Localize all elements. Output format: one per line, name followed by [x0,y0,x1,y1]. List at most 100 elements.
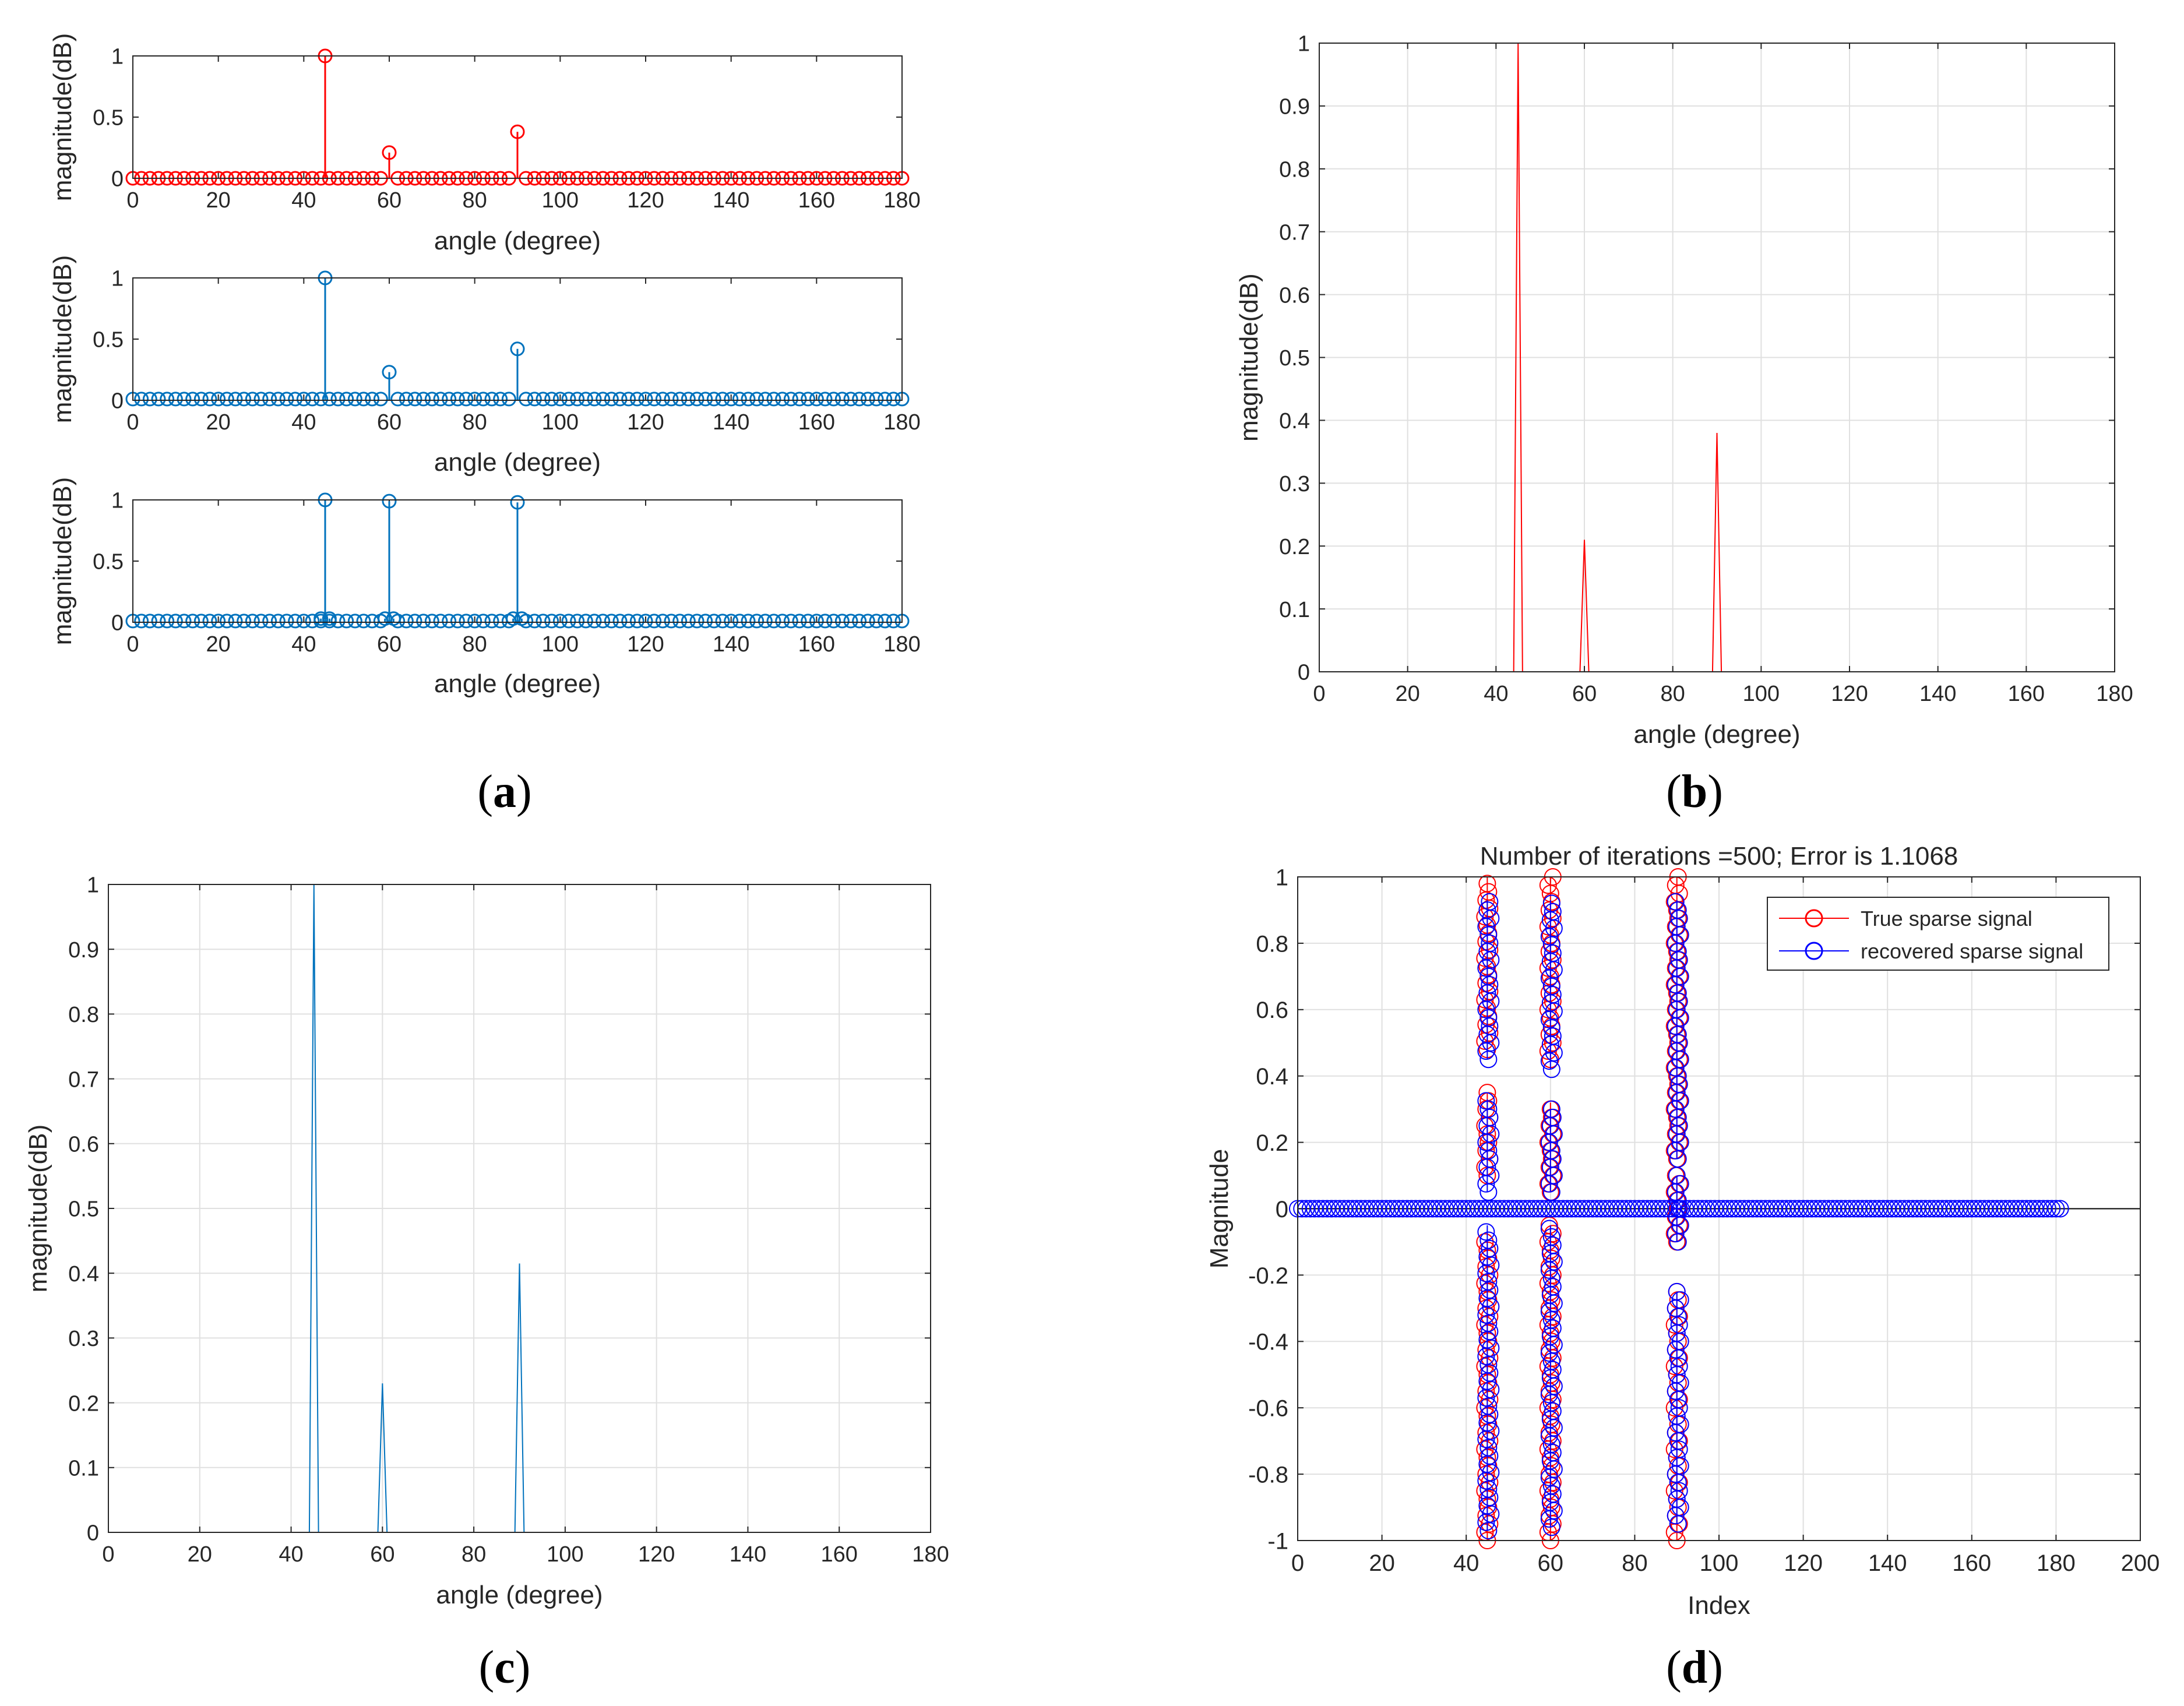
chart-a3-stem-marker [775,614,790,629]
chart-a2-stem-peak-marker [382,365,397,380]
chart-a3-stem-marker [424,614,439,629]
chart-a3-stem-marker [629,614,644,629]
chart-d-marker [1480,1141,1498,1159]
chart-d-marker [1481,1150,1499,1168]
chart-d-marker [1480,1314,1498,1332]
chart-d-marker [1480,1333,1498,1351]
chart-a2-stem-marker [621,392,636,407]
chart-d-baseline-marker [2047,1200,2065,1218]
chart-a3-stem-marker [724,614,739,629]
chart-d-marker [1542,1311,1560,1329]
chart-a2-stem-marker [681,392,696,407]
chart-a2-stem-marker [809,392,824,407]
chart-d-ytick-label: 0.6 [1256,997,1288,1023]
chart-c-xtick-label: 100 [547,1542,583,1567]
chart-b-xlabel: angle (degree) [1633,720,1800,749]
chart-a2-stem-marker [741,392,756,407]
chart-d-legend-marker [1805,909,1823,928]
chart-d-marker [1670,910,1688,928]
chart-d-marker [1669,1515,1687,1533]
chart-c-ytick-label: 0.2 [68,1391,99,1416]
chart-d-marker [1544,1485,1562,1503]
chart-a3-stem-marker [638,614,653,629]
chart-b-xtick-label: 20 [1396,682,1420,706]
chart-d-marker [1542,1435,1560,1453]
chart-d-marker [1542,1228,1560,1246]
chart-d-marker [1480,1439,1498,1457]
chart-a3-xtick-label: 160 [798,632,835,657]
chart-a1-xtick-label: 80 [463,188,487,213]
chart-d-ytick-label: 0.8 [1256,931,1288,957]
chart-a1-xtick-label: 60 [377,188,401,213]
chart-a3-stem-marker [142,614,157,629]
chart-a2-stem-marker [219,392,234,407]
chart-a2-stem-marker [193,392,209,407]
chart-d-legend-marker [1805,942,1823,960]
chart-a3-stem-marker [801,614,816,629]
chart-d-marker [1481,1323,1499,1341]
chart-a2-stem-marker [160,392,175,407]
caption-d: (d) [1666,1642,1723,1693]
chart-a2-xtick-label: 160 [798,410,835,435]
chart-a2-xtick-label: 0 [126,410,139,435]
caption-b: (b) [1666,766,1723,817]
chart-d-marker [1544,1236,1562,1254]
chart-d-marker [1478,875,1496,893]
chart-a3-stem-marker [467,614,482,629]
chart-c-xtick-label: 160 [821,1542,858,1567]
chart-a3-stem-marker [596,614,611,629]
chart-b-xtick-label: 140 [1919,682,1956,706]
chart-d-marker [1481,934,1499,952]
chart-a2-stem-marker [296,392,311,407]
chart-d-marker [1481,1447,1499,1465]
chart-a1-xtick-label: 40 [291,188,316,213]
chart-a2-stem-marker [749,392,765,407]
chart-d-marker [1669,1108,1687,1126]
chart-d-marker [1544,944,1562,962]
chart-a2-stem-marker [672,392,688,407]
chart-d-marker [1542,1100,1560,1118]
chart-a2-ylabel: magnitude(dB) [48,255,77,424]
chart-d-baseline-marker [2038,1200,2056,1218]
chart-a2-stem-marker [758,392,773,407]
chart-b-xtick-label: 180 [2096,682,2133,706]
chart-b-axes-frame [1319,43,2115,672]
chart-a3-stem-peak-marker [382,494,397,509]
chart-d-marker [1480,1415,1498,1433]
chart-a2-ytick-label: 1 [111,267,124,291]
chart-a3-stem-marker [570,614,585,629]
chart-a3-stem-marker [330,614,346,629]
chart-d-marker [1478,901,1496,919]
chart-c-ytick-label: 0.6 [68,1132,99,1157]
chart-a2-stem-marker [330,392,346,407]
chart-d-marker [1480,1499,1498,1517]
chart-a2-xlabel: angle (degree) [434,448,601,477]
chart-d-marker [1542,1352,1560,1370]
chart-a3-stem-marker [202,614,217,629]
chart-d-marker [1481,1488,1499,1506]
chart-d-xtick-label: 20 [1369,1550,1395,1576]
chart-a3-xtick-label: 120 [627,632,664,657]
chart-a2-stem-marker [151,392,166,407]
chart-a3-xtick-label: 140 [713,632,749,657]
chart-a2-stem-marker [459,392,474,407]
chart-a2-stem-marker [365,392,380,407]
chart-d-marker [1544,1108,1562,1126]
chart-a2-stem-marker [655,392,670,407]
chart-a2-stem-marker [270,392,286,407]
chart-a3-stem-marker [758,614,773,629]
chart-a2-stem-marker [792,392,807,407]
chart-d-marker [1477,1092,1495,1110]
chart-a3-stem-marker [279,614,294,629]
chart-a2-xtick-label: 100 [542,410,579,435]
chart-d-marker [1670,1034,1688,1052]
chart-d-marker [1544,903,1562,921]
chart-d-marker [1480,1291,1498,1309]
chart-d-xtick-label: 120 [1784,1550,1823,1576]
chart-a3-ytick-label: 1 [111,489,124,513]
chart-d-ylabel: Magnitude [1205,1149,1234,1268]
chart-d-ytick-label: -0.4 [1248,1330,1288,1355]
chart-a3-stem-marker [237,614,252,629]
chart-a3-stem-marker [544,614,559,629]
chart-a2-stem-marker [142,392,157,407]
